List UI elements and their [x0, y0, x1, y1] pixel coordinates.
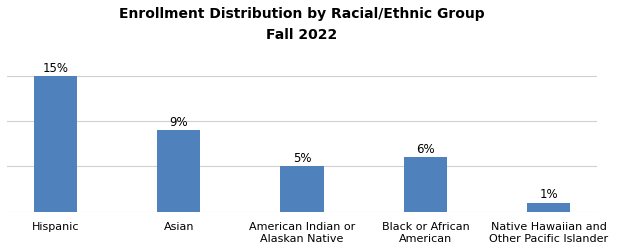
- Text: 9%: 9%: [169, 116, 188, 128]
- Text: 15%: 15%: [42, 61, 69, 74]
- Bar: [527, 203, 570, 212]
- Text: 6%: 6%: [416, 142, 435, 156]
- Bar: [34, 76, 77, 212]
- Bar: [157, 131, 200, 212]
- Text: 1%: 1%: [539, 188, 558, 200]
- Bar: [280, 167, 324, 212]
- Text: 5%: 5%: [293, 152, 311, 164]
- Bar: [404, 158, 447, 212]
- Title: Enrollment Distribution by Racial/Ethnic Group
Fall 2022: Enrollment Distribution by Racial/Ethnic…: [119, 7, 485, 42]
